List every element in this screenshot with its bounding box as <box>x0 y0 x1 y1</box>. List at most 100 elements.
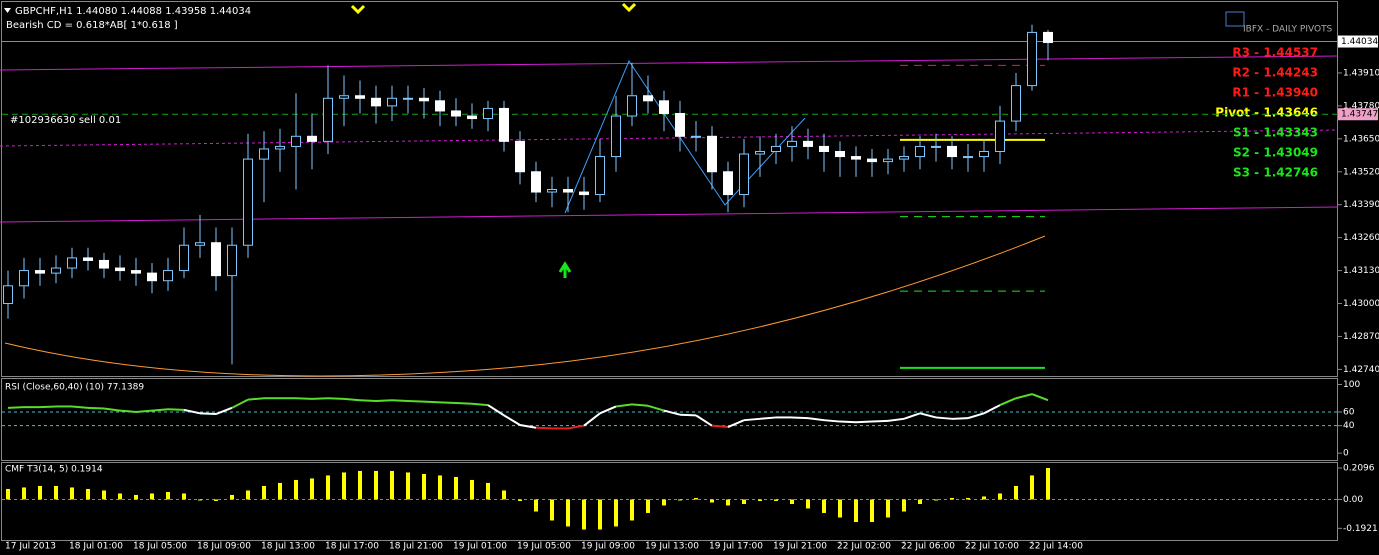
rsi-segment <box>647 404 665 412</box>
subtitle: Bearish CD = 0.618*AB[ 1*0.618 ] <box>6 20 178 31</box>
rsi-segment <box>439 401 457 405</box>
x-tick-label: 19 Jul 05:00 <box>517 542 571 552</box>
current-price-box <box>1338 35 1378 48</box>
candle-body <box>835 150 845 158</box>
arrow-down <box>621 2 637 13</box>
bar <box>934 499 938 501</box>
rsi-segment <box>423 400 441 404</box>
bar <box>918 499 922 504</box>
bar <box>614 499 618 527</box>
current-price: 1.44034 <box>1341 37 1378 47</box>
candle-body <box>1027 31 1037 87</box>
bar <box>646 499 650 513</box>
rsi-segment <box>951 417 969 420</box>
candle-body <box>355 95 365 99</box>
pivot-label: S3 - 1.42746 <box>1233 166 1318 180</box>
bar <box>134 494 138 500</box>
rsi-segment <box>1015 393 1033 400</box>
rsi-segment <box>375 399 393 402</box>
pivot-label: R1 - 1.43940 <box>1232 86 1318 100</box>
rsi-segment <box>535 426 553 430</box>
rsi-segment <box>103 407 121 412</box>
rsi-segment <box>199 412 217 416</box>
candle-body <box>1043 31 1053 44</box>
rsi-segment <box>295 397 313 400</box>
x-tick-label: 19 Jul 01:00 <box>453 542 507 552</box>
x-tick-label: 22 Jul 06:00 <box>901 542 955 552</box>
bar <box>806 499 810 509</box>
rsi-segment <box>455 402 473 405</box>
main-panel <box>1 1 1338 377</box>
bar <box>374 470 378 500</box>
pivot-icon <box>1225 11 1245 27</box>
candle-body <box>67 257 77 269</box>
candle-body <box>739 153 749 196</box>
bar <box>758 499 762 501</box>
bar <box>998 493 1002 500</box>
rsi-segment <box>935 416 953 420</box>
candle-body <box>867 158 877 163</box>
bar <box>406 472 410 500</box>
bar <box>6 488 10 500</box>
candle-body <box>691 135 701 138</box>
candle-body <box>1011 85 1021 122</box>
x-tick-label: 17 Jul 2013 <box>5 542 56 552</box>
rsi-segment <box>119 409 137 413</box>
rsi-segment <box>743 417 761 422</box>
rsi-segment <box>343 397 361 402</box>
candle-body <box>947 145 957 158</box>
bar <box>470 479 474 500</box>
x-tick-label: 18 Jul 09:00 <box>197 542 251 552</box>
candle-body <box>307 135 317 142</box>
rsi-segment <box>87 406 105 410</box>
bar <box>454 476 458 500</box>
candle-body <box>435 100 445 112</box>
pivot-label: R2 - 1.44243 <box>1232 66 1318 80</box>
candle-body <box>787 140 797 147</box>
x-tick-label: 22 Jul 14:00 <box>1029 542 1083 552</box>
bar <box>150 493 154 500</box>
y-tick-label: 1.43000 <box>1343 299 1379 309</box>
bar <box>822 499 826 513</box>
y-tick-label: 1.43650 <box>1343 134 1379 144</box>
bar <box>534 499 538 512</box>
bar <box>486 482 490 500</box>
rsi-title: RSI (Close,60,40) (10) 77.1389 <box>5 383 144 393</box>
candle-body <box>387 97 397 107</box>
rsi-segment <box>407 399 425 403</box>
bar <box>102 490 106 500</box>
candle-body <box>643 95 653 102</box>
candle-body <box>451 110 461 117</box>
bar <box>950 497 954 500</box>
bar <box>326 475 330 500</box>
bar <box>854 499 858 522</box>
x-tick-label: 19 Jul 13:00 <box>645 542 699 552</box>
candle-body <box>563 189 573 193</box>
candle-body <box>419 97 429 102</box>
bar <box>118 493 122 500</box>
rsi-segment <box>583 412 601 427</box>
channel-line <box>0 129 1339 147</box>
candle-body <box>227 244 237 277</box>
order-label: #102936630 sell 0.01 <box>10 115 121 126</box>
x-tick-label: 22 Jul 10:00 <box>965 542 1019 552</box>
candle-body <box>323 97 333 142</box>
candle-body <box>915 145 925 158</box>
menu-icon <box>4 8 11 13</box>
rsi-segment <box>903 412 921 420</box>
x-tick-label: 18 Jul 13:00 <box>261 542 315 552</box>
candle-body <box>211 242 221 277</box>
candle-body <box>963 156 973 159</box>
pivot-label: R3 - 1.44537 <box>1232 46 1318 60</box>
y-tick-label: -0.1921 <box>1343 524 1378 534</box>
candle-body <box>499 107 509 142</box>
order-price: 1.43747 <box>1341 110 1378 120</box>
candle-body <box>995 120 1005 152</box>
pivot-title: IBFX - DAILY PIVOTS <box>1243 25 1333 35</box>
bar <box>502 490 506 500</box>
x-tick-label: 22 Jul 02:00 <box>837 542 891 552</box>
candle-body <box>707 135 717 173</box>
x-tick-label: 18 Jul 05:00 <box>133 542 187 552</box>
